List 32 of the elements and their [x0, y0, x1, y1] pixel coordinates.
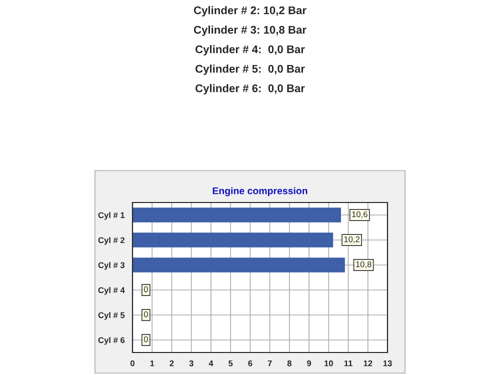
- x-tick-label: 13: [383, 360, 392, 366]
- y-tick-label: Cyl # 4: [98, 286, 125, 295]
- x-tick-label: 11: [344, 360, 352, 366]
- x-tick-label: 6: [248, 360, 252, 366]
- y-tick-label: Cyl # 3: [98, 262, 125, 270]
- data-label: 10,2: [344, 236, 360, 244]
- x-tick-label: 3: [189, 360, 194, 366]
- data-label: 0: [144, 311, 148, 318]
- data-label: 10,8: [356, 261, 372, 268]
- x-tick-label: 7: [268, 360, 272, 366]
- x-tick-label: 2: [170, 360, 174, 366]
- text: Cylinder # 3: 10,8 Bar: [194, 26, 306, 36]
- data-label: 10,6: [352, 211, 368, 218]
- y-tick-label: Cyl # 6: [98, 336, 125, 345]
- text: Cylinder # 4: 0,0 Bar: [196, 45, 305, 56]
- x-tick-label: 0: [130, 360, 134, 366]
- x-tick-label: 8: [287, 360, 292, 366]
- data-label: 0: [144, 336, 148, 342]
- y-tick-label: Cyl # 2: [98, 236, 125, 245]
- x-tick-label: 4: [208, 360, 214, 366]
- text: Cylinder # 2: 10,2 Bar: [194, 6, 306, 16]
- text: Cylinder # 5: 0,0 Bar: [196, 64, 305, 75]
- x-tick-label: 10: [324, 360, 333, 366]
- x-tick-label: 1: [150, 360, 154, 366]
- text: Cylinder # 6: 0,0 Bar: [196, 84, 305, 94]
- y-tick-label: Cyl # 5: [98, 312, 125, 320]
- x-tick-label: 5: [228, 360, 233, 366]
- x-tick-label: 9: [307, 360, 312, 366]
- data-label: 0: [144, 286, 148, 292]
- chart-title: Engine compression: [212, 187, 308, 196]
- x-tick-label: 12: [364, 360, 372, 366]
- y-tick-label: Cyl # 1: [98, 212, 125, 220]
